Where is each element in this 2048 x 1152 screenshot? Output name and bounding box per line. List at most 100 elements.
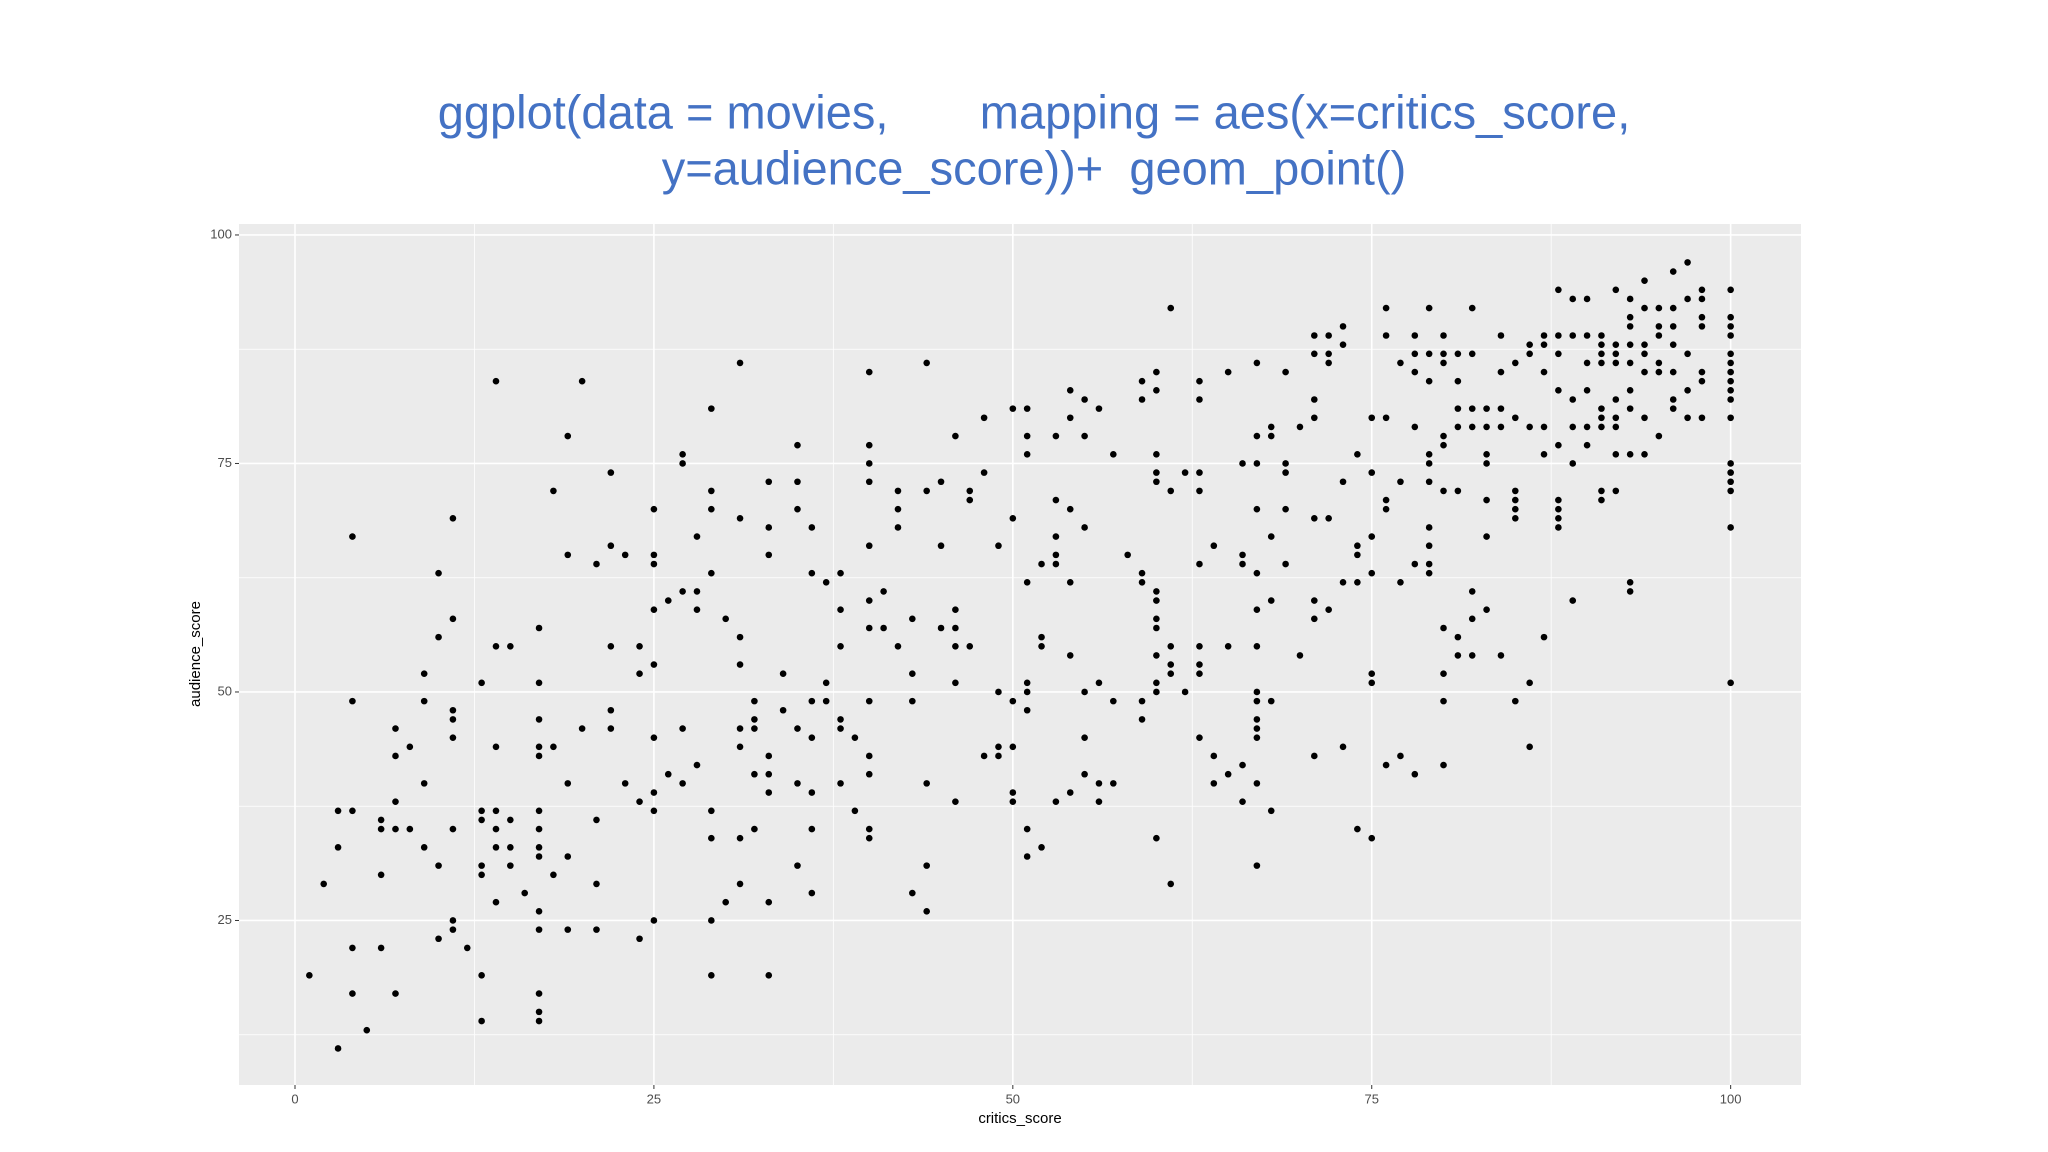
- point: [1669, 405, 1677, 412]
- point: [1196, 670, 1203, 677]
- point: [1153, 387, 1160, 394]
- point: [1196, 642, 1203, 650]
- point: [1267, 432, 1275, 440]
- point: [1368, 834, 1376, 842]
- point: [1311, 332, 1318, 339]
- point: [1425, 542, 1433, 550]
- point: [507, 844, 514, 851]
- point: [1239, 460, 1246, 467]
- point: [1655, 368, 1663, 376]
- point: [1512, 515, 1519, 522]
- point: [923, 359, 930, 367]
- y-tick-label: 75: [218, 455, 232, 470]
- point: [1167, 670, 1175, 677]
- point: [636, 798, 643, 805]
- point: [1626, 323, 1634, 330]
- point: [1454, 633, 1462, 641]
- point: [564, 551, 572, 559]
- point: [1641, 414, 1648, 422]
- point: [420, 697, 428, 705]
- point: [521, 889, 528, 897]
- point: [751, 697, 758, 705]
- point: [679, 451, 686, 458]
- point: [435, 569, 442, 577]
- point: [1669, 268, 1677, 275]
- point: [564, 853, 572, 860]
- point: [1354, 551, 1361, 559]
- point: [1727, 313, 1734, 321]
- point: [478, 679, 485, 687]
- point: [1555, 496, 1562, 504]
- panel: [239, 224, 1801, 1085]
- point: [808, 524, 816, 531]
- point: [1196, 469, 1203, 476]
- point: [1311, 515, 1318, 522]
- point: [1138, 377, 1146, 385]
- point: [708, 405, 715, 412]
- point: [607, 542, 615, 550]
- point: [1009, 743, 1017, 751]
- point: [736, 359, 744, 367]
- point: [650, 807, 658, 815]
- point: [851, 734, 859, 741]
- point: [1540, 423, 1548, 431]
- point: [1153, 688, 1160, 696]
- point: [1253, 725, 1261, 732]
- point: [1066, 578, 1074, 586]
- point: [1483, 460, 1490, 467]
- point: [1698, 313, 1706, 321]
- point: [478, 871, 485, 879]
- point: [808, 889, 816, 897]
- point: [1368, 414, 1376, 422]
- point: [1526, 341, 1533, 348]
- point: [1239, 551, 1246, 559]
- point: [1081, 734, 1088, 741]
- point: [1052, 798, 1060, 805]
- point: [564, 432, 572, 440]
- point: [722, 615, 729, 623]
- point: [1311, 752, 1318, 760]
- point: [1009, 405, 1017, 412]
- point: [1081, 396, 1088, 403]
- point: [1440, 441, 1447, 449]
- point: [1727, 387, 1734, 394]
- point: [1239, 761, 1246, 769]
- point: [349, 533, 356, 540]
- point: [1138, 578, 1146, 586]
- y-tick-label: 25: [218, 912, 232, 927]
- point: [1526, 350, 1533, 358]
- point: [1138, 569, 1146, 577]
- point: [349, 990, 356, 997]
- point: [1569, 423, 1577, 431]
- point: [995, 743, 1002, 751]
- point: [1267, 423, 1275, 431]
- point: [1153, 834, 1160, 842]
- point: [1555, 505, 1562, 513]
- point: [1009, 515, 1017, 522]
- point: [1253, 862, 1261, 869]
- point: [593, 560, 600, 568]
- point: [621, 551, 629, 559]
- point: [1066, 505, 1074, 513]
- point: [679, 588, 686, 595]
- point: [1727, 524, 1734, 531]
- point: [1411, 350, 1419, 358]
- point: [550, 743, 557, 751]
- point: [650, 661, 658, 668]
- point: [923, 487, 930, 495]
- point: [478, 816, 485, 824]
- point: [607, 642, 615, 650]
- point: [980, 414, 988, 422]
- point: [1411, 560, 1419, 568]
- point: [492, 377, 500, 385]
- point: [937, 478, 945, 486]
- point: [1468, 304, 1476, 312]
- point: [1382, 496, 1390, 504]
- point: [435, 862, 442, 869]
- point: [349, 807, 356, 815]
- point: [1282, 368, 1289, 376]
- point: [377, 816, 385, 824]
- point: [492, 642, 500, 650]
- point: [1196, 661, 1203, 668]
- point: [492, 844, 500, 851]
